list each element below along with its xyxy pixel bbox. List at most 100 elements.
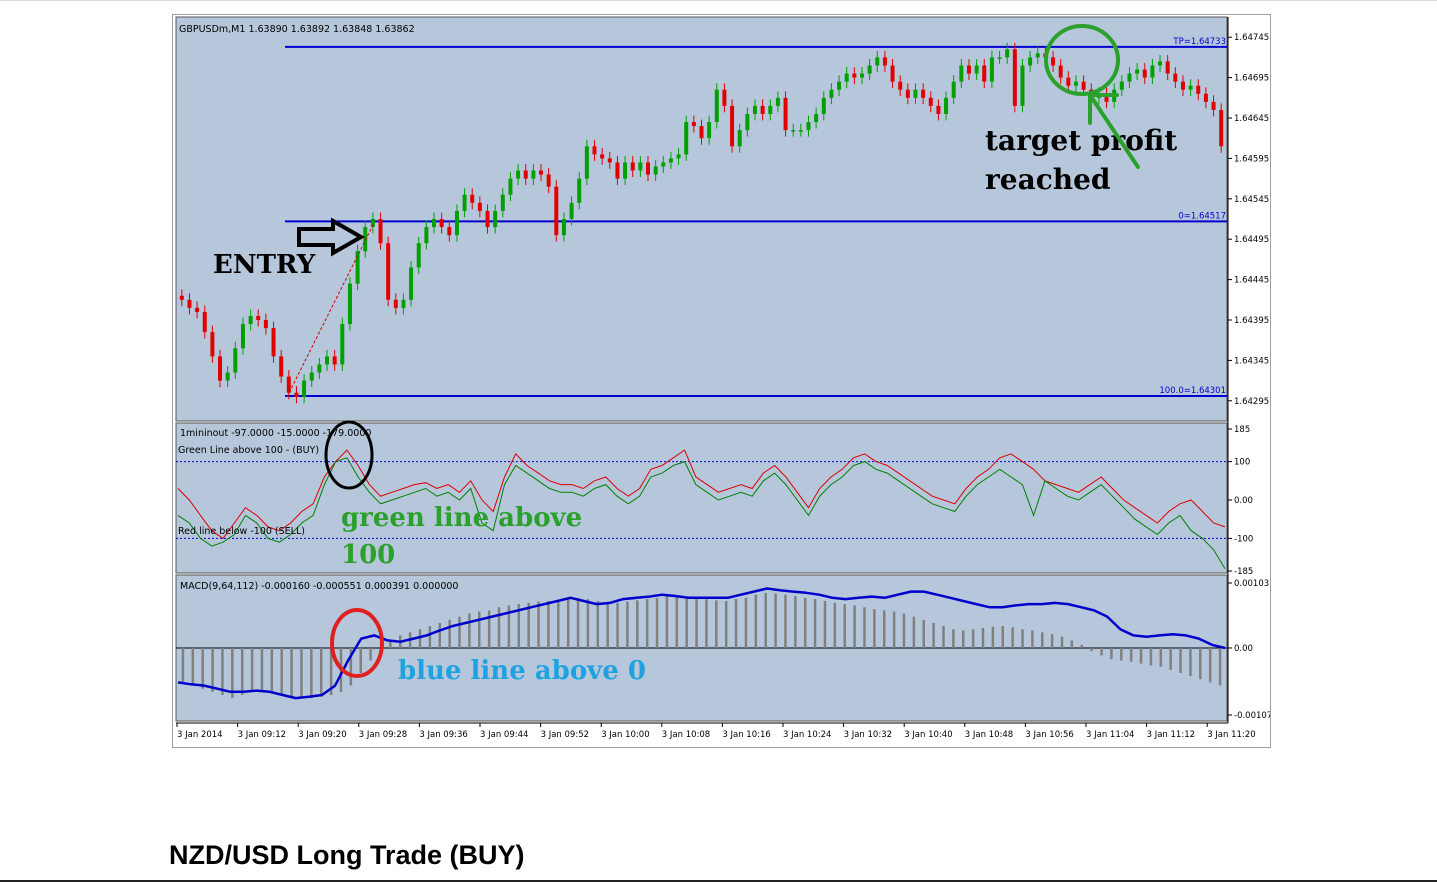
oscillator-sell-legend: Red line below -100 (SELL) bbox=[178, 526, 305, 537]
candle-body bbox=[325, 356, 330, 365]
price-panel: TP=1.64733 0=1.64517 100.0=1.64301 GBPUSDm… bbox=[175, 16, 1269, 422]
oscillator-green-line bbox=[177, 457, 1226, 569]
macd-cross-circle bbox=[330, 608, 384, 678]
time-tick-label: 3 Jan 11:20 bbox=[1207, 730, 1255, 740]
candle-body bbox=[256, 315, 261, 320]
candle-body bbox=[974, 65, 979, 74]
target-profit-label: target profit bbox=[985, 124, 1177, 157]
osc-y-tick-label: -185 bbox=[1234, 567, 1253, 577]
candle-body bbox=[218, 356, 223, 381]
candle-body bbox=[982, 65, 987, 82]
candle-body bbox=[699, 126, 704, 139]
price-panel-title: GBPUSDm,M1 1.63890 1.63892 1.63848 1.638… bbox=[179, 24, 415, 35]
candle-body bbox=[730, 105, 735, 147]
target-arrow-icon bbox=[1088, 93, 1140, 169]
macd-title: MACD(9,64,112) -0.000160 -0.000551 0.000… bbox=[180, 581, 458, 592]
candle-body bbox=[554, 186, 559, 236]
candle-body bbox=[966, 65, 971, 74]
candle-body bbox=[898, 81, 903, 90]
candle-body bbox=[432, 219, 437, 228]
candle-body bbox=[1196, 85, 1201, 94]
candle-body bbox=[546, 174, 551, 187]
candle-body bbox=[233, 348, 238, 373]
candle-body bbox=[806, 122, 811, 131]
candle-body bbox=[386, 243, 391, 300]
candle-body bbox=[439, 219, 444, 228]
macd-signal-line bbox=[177, 587, 1226, 700]
candle-body bbox=[202, 311, 207, 333]
candle-body bbox=[1158, 61, 1163, 66]
time-tick-label: 3 Jan 11:12 bbox=[1147, 730, 1195, 740]
page-caption: NZD/USD Long Trade (BUY) bbox=[169, 840, 525, 870]
time-tick-label: 3 Jan 10:24 bbox=[783, 730, 831, 740]
macd-panel: MACD(9,64,112) -0.000160 -0.000551 0.000… bbox=[175, 574, 1270, 722]
macd-y-tick-label: 0.00 bbox=[1234, 644, 1253, 654]
candle-body bbox=[539, 170, 544, 175]
candle-body bbox=[867, 65, 872, 74]
page-top-rule bbox=[0, 0, 1437, 1]
level-label: 0=1.64517 bbox=[1178, 211, 1226, 221]
candle-body bbox=[248, 315, 253, 325]
y-tick-label: 1.64445 bbox=[1234, 276, 1269, 286]
candle-body bbox=[768, 105, 773, 114]
osc-y-tick-label: 100 bbox=[1234, 458, 1250, 468]
candle-body bbox=[393, 299, 398, 308]
candle-body bbox=[852, 73, 857, 78]
candle-body bbox=[263, 320, 268, 329]
candle-body bbox=[623, 162, 628, 179]
time-tick-label: 3 Jan 10:08 bbox=[662, 730, 710, 740]
candle-body bbox=[615, 162, 620, 179]
candle-body bbox=[745, 113, 750, 131]
buy-signal-circle bbox=[324, 420, 374, 490]
candle-body bbox=[783, 97, 788, 131]
candle-body bbox=[1035, 53, 1040, 58]
candle-body bbox=[691, 122, 696, 127]
candle-body bbox=[676, 154, 681, 159]
candle-body bbox=[882, 57, 887, 66]
candle-body bbox=[470, 194, 475, 203]
candle-body bbox=[921, 89, 926, 98]
candle-body bbox=[791, 130, 796, 132]
candle-body bbox=[340, 324, 345, 365]
candle-body bbox=[814, 113, 819, 123]
oscillator-title: 1mininout -97.0000 -15.0000 -179.0000 bbox=[180, 428, 371, 439]
candle-body bbox=[913, 89, 918, 98]
candle-body bbox=[454, 210, 459, 236]
candle-body bbox=[1165, 61, 1170, 74]
candle-body bbox=[1188, 85, 1193, 90]
candle-body bbox=[569, 202, 574, 219]
candle-body bbox=[989, 57, 994, 82]
osc-y-tick-label: -100 bbox=[1234, 534, 1253, 544]
candle-body bbox=[1012, 49, 1017, 106]
candle-body bbox=[837, 81, 842, 90]
candle-body bbox=[302, 380, 307, 397]
candle-body bbox=[500, 194, 505, 211]
candle-body bbox=[944, 97, 949, 114]
candle-body bbox=[1135, 69, 1140, 74]
oscillator-buy-legend: Green Line above 100 - (BUY) bbox=[178, 445, 319, 456]
time-tick-label: 3 Jan 09:36 bbox=[419, 730, 467, 740]
candle-body bbox=[317, 364, 322, 373]
candle-body bbox=[271, 328, 276, 357]
oscillator-red-line bbox=[177, 449, 1226, 540]
candle-body bbox=[1173, 73, 1178, 82]
candle-body bbox=[722, 89, 727, 106]
candle-body bbox=[707, 122, 712, 139]
entry-label: ENTRY bbox=[213, 250, 316, 280]
candle-body bbox=[477, 202, 482, 211]
candle-body bbox=[355, 251, 360, 284]
candle-body bbox=[1081, 81, 1086, 90]
candle-body bbox=[462, 194, 467, 211]
candle-body bbox=[1051, 57, 1056, 66]
candle-body bbox=[760, 105, 765, 114]
candle-body bbox=[210, 332, 215, 357]
candle-body bbox=[844, 73, 849, 82]
candle-body bbox=[859, 73, 864, 78]
trading-chart-svg: TP=1.64733 0=1.64517 100.0=1.64301 GBPUSDm… bbox=[175, 16, 1270, 740]
candle-body bbox=[279, 356, 284, 377]
y-tick-label: 1.64295 bbox=[1234, 397, 1269, 407]
candle-body bbox=[630, 162, 635, 171]
candle-body bbox=[240, 324, 245, 349]
y-tick-label: 1.64395 bbox=[1234, 316, 1269, 326]
candle-body bbox=[829, 89, 834, 98]
